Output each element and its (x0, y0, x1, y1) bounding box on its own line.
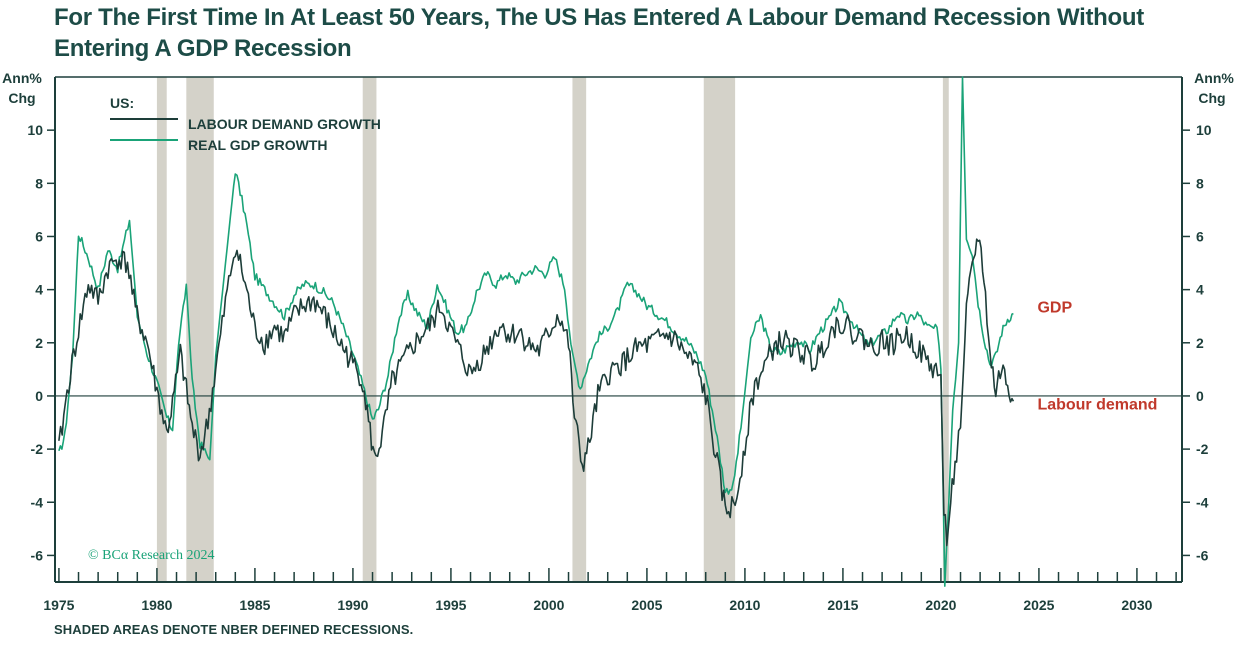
y-tick-label-right: 2 (1196, 335, 1204, 351)
x-tick-label: 1995 (435, 597, 466, 613)
y-tick-label-right: 0 (1196, 388, 1204, 404)
x-tick-label: 1990 (337, 597, 368, 613)
y-axis-unit-left-line2: Chg (8, 90, 35, 106)
recession-shading (156, 77, 949, 582)
recession-band (572, 77, 587, 582)
legend-label-labour: LABOUR DEMAND GROWTH (188, 116, 381, 132)
recession-band (156, 77, 167, 582)
recession-band (186, 77, 214, 582)
footnote: SHADED AREAS DENOTE NBER DEFINED RECESSI… (54, 622, 414, 637)
y-axis-unit-right-line1: Ann% (1194, 70, 1234, 86)
y-tick-label-left: 6 (35, 228, 43, 244)
y-tick-label-left: 10 (27, 122, 43, 138)
legend-label-gdp: REAL GDP GROWTH (188, 137, 328, 153)
y-tick-label-right: -6 (1196, 547, 1209, 563)
y-tick-label-right: -2 (1196, 441, 1209, 457)
x-tick-label: 2010 (729, 597, 760, 613)
y-tick-label-left: -6 (31, 547, 44, 563)
recession-band (942, 77, 949, 582)
y-tick-label-left: 4 (35, 282, 43, 298)
annotation-gdp: GDP (1037, 300, 1072, 317)
y-tick-label-left: 8 (35, 175, 43, 191)
x-tick-label: 2000 (533, 597, 564, 613)
x-tick-label: 2030 (1121, 597, 1152, 613)
y-tick-label-right: 10 (1196, 122, 1212, 138)
x-tick-label: 2025 (1023, 597, 1054, 613)
x-tick-label: 1980 (141, 597, 172, 613)
x-tick-label: 2005 (631, 597, 662, 613)
annotation-labour-demand: Labour demand (1037, 396, 1157, 413)
y-tick-label-left: -4 (31, 494, 44, 510)
y-tick-label-right: 4 (1196, 282, 1204, 298)
y-tick-label-left: -2 (31, 441, 44, 457)
y-tick-label-right: -4 (1196, 494, 1209, 510)
x-tick-label: 2020 (925, 597, 956, 613)
legend-title: US: (110, 95, 134, 111)
y-axis-unit-right-line2: Chg (1198, 90, 1225, 106)
y-axis-unit-left-line1: Ann% (2, 70, 42, 86)
y-tick-label-left: 0 (35, 388, 43, 404)
y-tick-label-left: 2 (35, 335, 43, 351)
recession-band (362, 77, 377, 582)
x-tick-label: 2015 (827, 597, 858, 613)
series-lines (58, 76, 1015, 587)
recession-band (703, 77, 736, 582)
source-label: © BCα Research 2024 (88, 548, 214, 563)
x-tick-label: 1985 (239, 597, 270, 613)
y-tick-label-right: 8 (1196, 175, 1204, 191)
axes: -6 -6 -4 -4 -2 -2 0 0 2 2 4 4 6 6 8 8 10 10 1975 1980 1985 19… (27, 76, 1212, 613)
y-tick-label-right: 6 (1196, 228, 1204, 244)
legend: US: LABOUR DEMAND GROWTH REAL GDP GROWTH (110, 95, 381, 153)
x-tick-label: 1975 (43, 597, 74, 613)
series-line-labour-demand-growth (58, 238, 1015, 547)
chart-title: For The First Time In At Least 50 Years,… (54, 4, 1144, 62)
